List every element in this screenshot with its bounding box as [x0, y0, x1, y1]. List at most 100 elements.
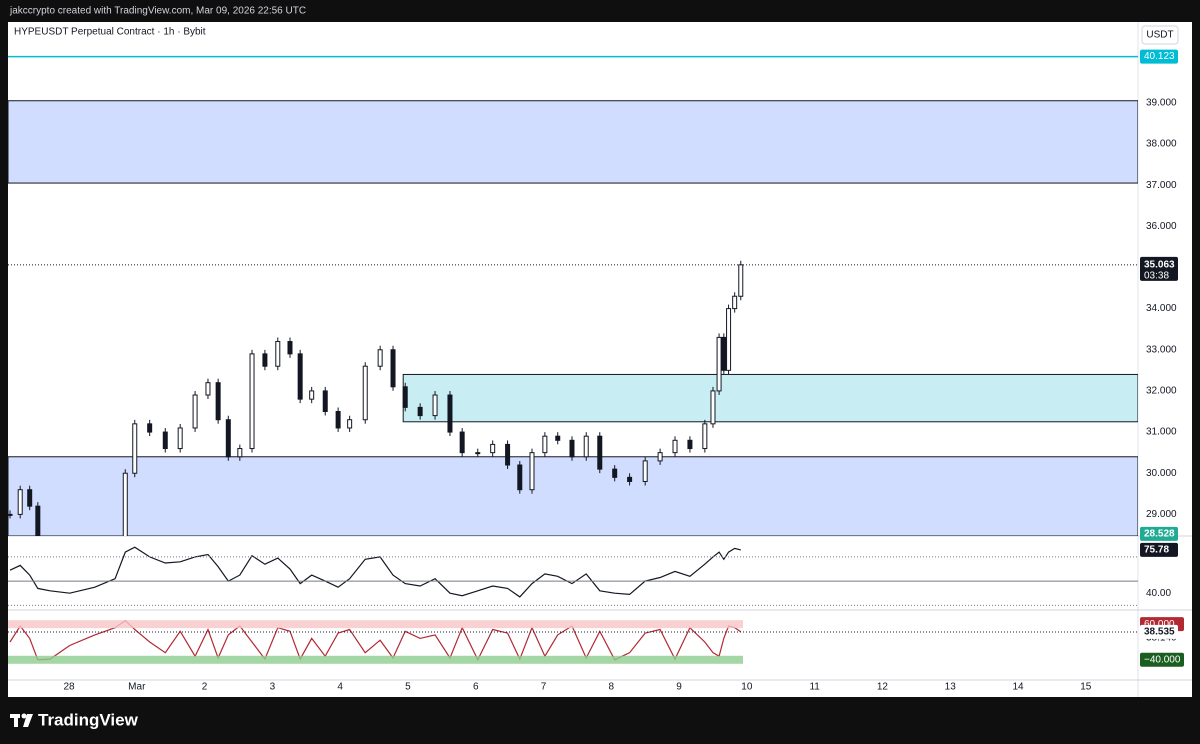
candle: [583, 435, 589, 458]
candle: [162, 431, 168, 450]
countdown: 03:38: [1144, 270, 1169, 281]
y-tick-label: 40.00: [1146, 588, 1171, 599]
candle: [529, 452, 535, 491]
x-tick-label: 15: [1080, 682, 1092, 693]
indicator-line: [9, 546, 741, 598]
x-tick-label: Mar: [128, 682, 146, 693]
y-tick-label: 38.000: [1146, 139, 1177, 150]
candle: [122, 472, 128, 536]
candle: [275, 341, 281, 367]
x-tick-label: 9: [676, 682, 682, 693]
candle: [335, 410, 341, 429]
x-tick-label: 5: [405, 682, 411, 693]
x-tick-label: 28: [63, 682, 75, 693]
candle: [390, 349, 396, 388]
level-tag: 40.123: [1144, 51, 1175, 62]
candle: [459, 431, 465, 454]
x-tick-label: 12: [877, 682, 889, 693]
y-tick-label: 30.000: [1146, 468, 1177, 479]
marker-tag: 28.528: [1144, 528, 1175, 539]
candle: [732, 295, 738, 310]
candle: [672, 439, 678, 454]
candle: [215, 382, 221, 421]
candle: [192, 394, 198, 429]
x-tick-label: 4: [337, 682, 343, 693]
candle: [8, 513, 13, 516]
candle: [147, 423, 153, 433]
x-tick-label: 14: [1012, 682, 1024, 693]
candle: [716, 336, 722, 392]
candle: [505, 443, 511, 466]
header-text: jakccrypto created with TradingView.com,…: [9, 6, 306, 17]
candle: [132, 423, 138, 474]
indicator-line: [9, 619, 742, 662]
candle: [569, 439, 575, 458]
x-tick-label: 13: [945, 682, 957, 693]
y-tick-label: 36.000: [1146, 221, 1177, 232]
candle: [225, 419, 231, 458]
candle: [35, 505, 41, 536]
zone: [402, 373, 1138, 423]
candle: [402, 386, 408, 408]
candle: [555, 435, 561, 441]
symbol-title: HYPEUSDT Perpetual Contract · 1h · Bybit: [14, 27, 206, 38]
candle: [726, 308, 732, 371]
candle: [432, 394, 438, 417]
last-value: 38.535: [1144, 626, 1175, 637]
candle: [309, 390, 315, 400]
candle: [362, 365, 368, 421]
candle: [702, 423, 708, 450]
y-tick-label: −40.000: [1144, 654, 1181, 665]
y-tick-label: 33.000: [1146, 344, 1177, 355]
last-value-bg: [1140, 542, 1178, 557]
x-tick-label: 8: [609, 682, 615, 693]
x-tick-label: 11: [809, 682, 820, 693]
candle: [249, 353, 255, 450]
tick-tag-bg: [1140, 652, 1184, 667]
y-tick-label: 34.000: [1146, 303, 1177, 314]
candle: [627, 476, 633, 482]
x-tick-label: 6: [473, 682, 479, 693]
y-tick-label: 31.000: [1146, 427, 1177, 438]
logo: [10, 713, 33, 727]
candle: [490, 443, 496, 454]
candle: [542, 435, 548, 454]
currency: USDT: [1146, 30, 1173, 41]
candle: [447, 394, 453, 433]
candle: [710, 390, 716, 425]
candle: [738, 264, 744, 297]
band: [8, 620, 743, 629]
currency-box[interactable]: [1141, 25, 1179, 45]
candle: [17, 489, 23, 515]
candle: [237, 448, 243, 458]
candle: [597, 435, 603, 470]
candle: [262, 353, 268, 367]
y-tick-label: 39.000: [1146, 97, 1177, 108]
zone: [8, 100, 1138, 184]
zone: [8, 456, 1138, 536]
candle: [377, 349, 383, 367]
candle: [657, 452, 663, 462]
x-tick-label: 7: [541, 682, 547, 693]
y-tick-label: 60.000: [1144, 619, 1175, 630]
last-tag-bg: [1140, 256, 1178, 281]
candle: [642, 460, 648, 482]
candle: [417, 406, 423, 417]
candle: [721, 336, 727, 371]
marker-tag-bg: [1140, 526, 1178, 541]
candle: [612, 468, 618, 478]
candle: [205, 382, 211, 396]
candle: [475, 452, 481, 455]
last-value: 75.78: [1144, 545, 1169, 556]
y-tick-label: 32.000: [1146, 386, 1177, 397]
brand: TradingView: [38, 710, 139, 729]
y-tick-label: 37.000: [1146, 180, 1177, 191]
x-tick-label: 3: [270, 682, 276, 693]
last-value-bg: [1140, 624, 1178, 639]
candle: [687, 439, 693, 450]
candle: [177, 427, 183, 450]
y-tick-label: 29.000: [1146, 509, 1177, 520]
x-tick-label: 10: [741, 682, 753, 693]
x-tick-label: 2: [202, 682, 208, 693]
